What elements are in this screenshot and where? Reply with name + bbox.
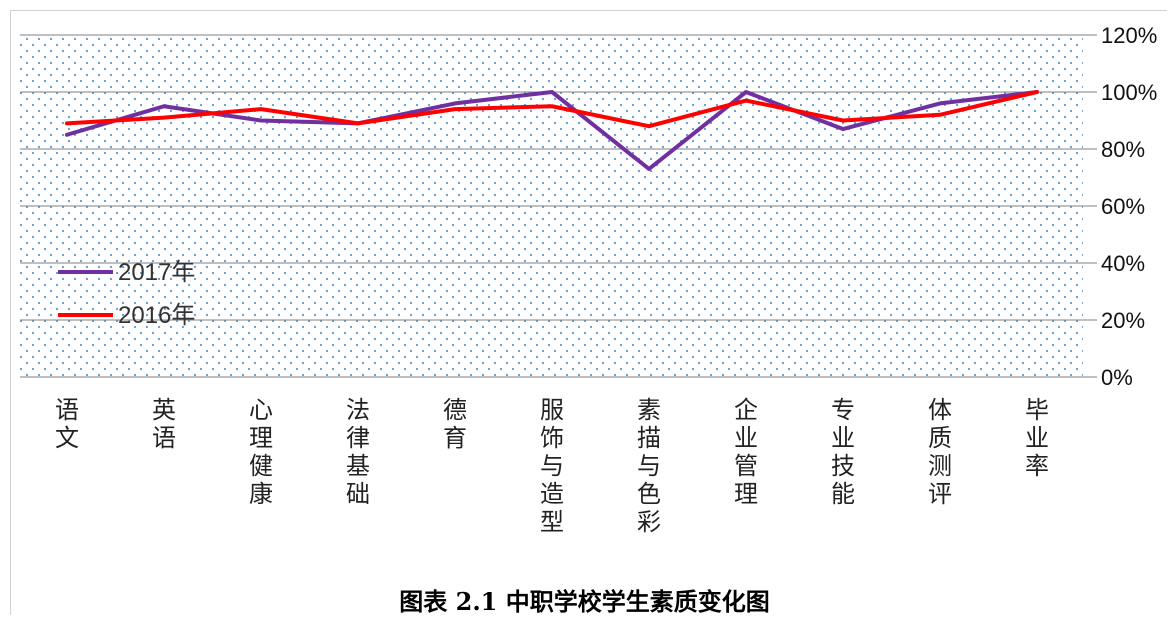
x-axis-labels: 语文 英语 心理健康 法律基础 德育 服饰与造型 素描与色彩 企业管理 专业技能 体质测评 毕业率	[55, 396, 1049, 536]
x-tick-label: 企业管理	[734, 396, 758, 508]
line-chart: 0% 20% 40% 60% 80% 100% 120% 语文 英语 心理健康 法律基础 德育 服饰与…	[20, 23, 1157, 536]
series-lines	[65, 90, 1039, 171]
x-tick-label: 服饰与造型	[540, 396, 564, 536]
x-tick-label: 心理健康	[249, 396, 273, 508]
y-tick-label: 100%	[1101, 80, 1157, 105]
x-tick-label: 毕业率	[1025, 396, 1049, 480]
gridlines	[20, 34, 1097, 378]
y-tick-label: 0%	[1101, 365, 1133, 390]
legend-label: 2016年	[118, 302, 195, 329]
legend-label: 2017年	[118, 259, 195, 286]
chart-frame	[10, 10, 1167, 615]
y-tick-label: 60%	[1101, 194, 1145, 219]
x-tick-label: 德育	[443, 396, 467, 452]
y-tick-label: 80%	[1101, 137, 1145, 162]
x-tick-label: 英语	[152, 396, 176, 452]
x-tick-label: 专业技能	[831, 396, 855, 508]
x-tick-label: 语文	[55, 396, 79, 452]
figure-caption: 图表 2.1 中职学校学生素质变化图	[399, 587, 770, 616]
x-tick-label: 体质测评	[928, 396, 952, 508]
x-tick-label: 素描与色彩	[637, 396, 661, 536]
legend: 2017年 2016年	[58, 259, 195, 329]
y-tick-label: 40%	[1101, 251, 1145, 276]
y-tick-label: 20%	[1101, 308, 1145, 333]
y-tick-label: 120%	[1101, 23, 1157, 48]
y-axis-labels: 0% 20% 40% 60% 80% 100% 120%	[1101, 23, 1157, 390]
x-tick-label: 法律基础	[346, 396, 370, 508]
